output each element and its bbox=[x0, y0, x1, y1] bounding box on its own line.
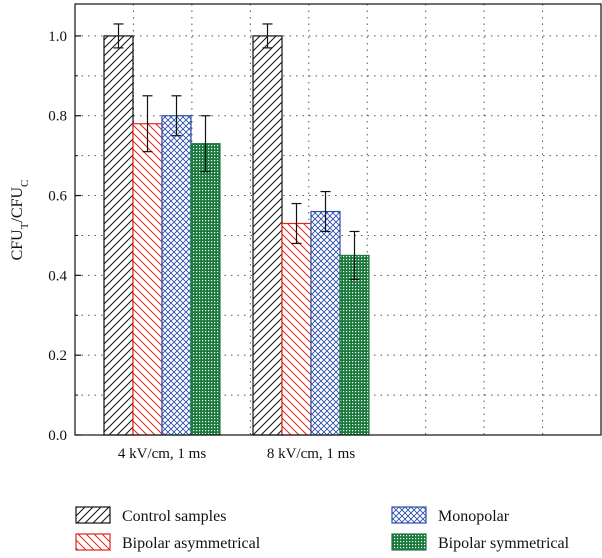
legend-swatch bbox=[75, 533, 111, 551]
y-tick-label: 0.6 bbox=[48, 189, 67, 205]
y-tick-label: 0.8 bbox=[48, 109, 67, 125]
ylabel-main: CFU bbox=[9, 229, 26, 261]
bar bbox=[310, 210, 341, 436]
legend-label: Control samples bbox=[122, 508, 226, 525]
y-tick-label: 1.0 bbox=[48, 29, 67, 45]
ylabel-sub2: C bbox=[19, 180, 31, 187]
axes bbox=[74, 3, 602, 436]
legend-label: Monopolar bbox=[438, 508, 510, 525]
x-tick-label: 4 kV/cm, 1 ms bbox=[118, 446, 206, 462]
y-tick-label: 0.0 bbox=[48, 428, 67, 444]
ylabel-sub1: T bbox=[19, 222, 31, 229]
bar bbox=[103, 35, 134, 436]
bar bbox=[132, 123, 163, 436]
x-axis-labels: 4 kV/cm, 1 ms 8 kV/cm, 1 ms bbox=[118, 446, 355, 462]
bar bbox=[161, 115, 192, 436]
y-tick-label: 0.4 bbox=[48, 268, 67, 284]
y-axis-label: CFUT/CFUC bbox=[9, 180, 31, 261]
bar bbox=[190, 143, 221, 436]
legend-swatch bbox=[391, 506, 427, 524]
ylabel-sep: /CFU bbox=[9, 187, 26, 223]
legend-label: Bipolar symmetrical bbox=[438, 535, 570, 552]
bar bbox=[252, 35, 283, 436]
legend-swatch bbox=[391, 533, 427, 551]
legend-swatch bbox=[75, 506, 111, 524]
y-axis-ticks: 0.0 0.2 0.4 0.6 0.8 1.0 bbox=[48, 29, 81, 444]
y-tick-label: 0.2 bbox=[48, 348, 67, 364]
legend-label: Bipolar asymmetrical bbox=[122, 535, 261, 552]
plot-frame bbox=[74, 3, 602, 436]
bar bbox=[339, 254, 370, 436]
legend: Control samples Monopolar Bipolar asymmetr… bbox=[75, 506, 570, 552]
bars bbox=[103, 23, 370, 436]
x-tick-label: 8 kV/cm, 1 ms bbox=[267, 446, 355, 462]
bar bbox=[281, 222, 312, 436]
